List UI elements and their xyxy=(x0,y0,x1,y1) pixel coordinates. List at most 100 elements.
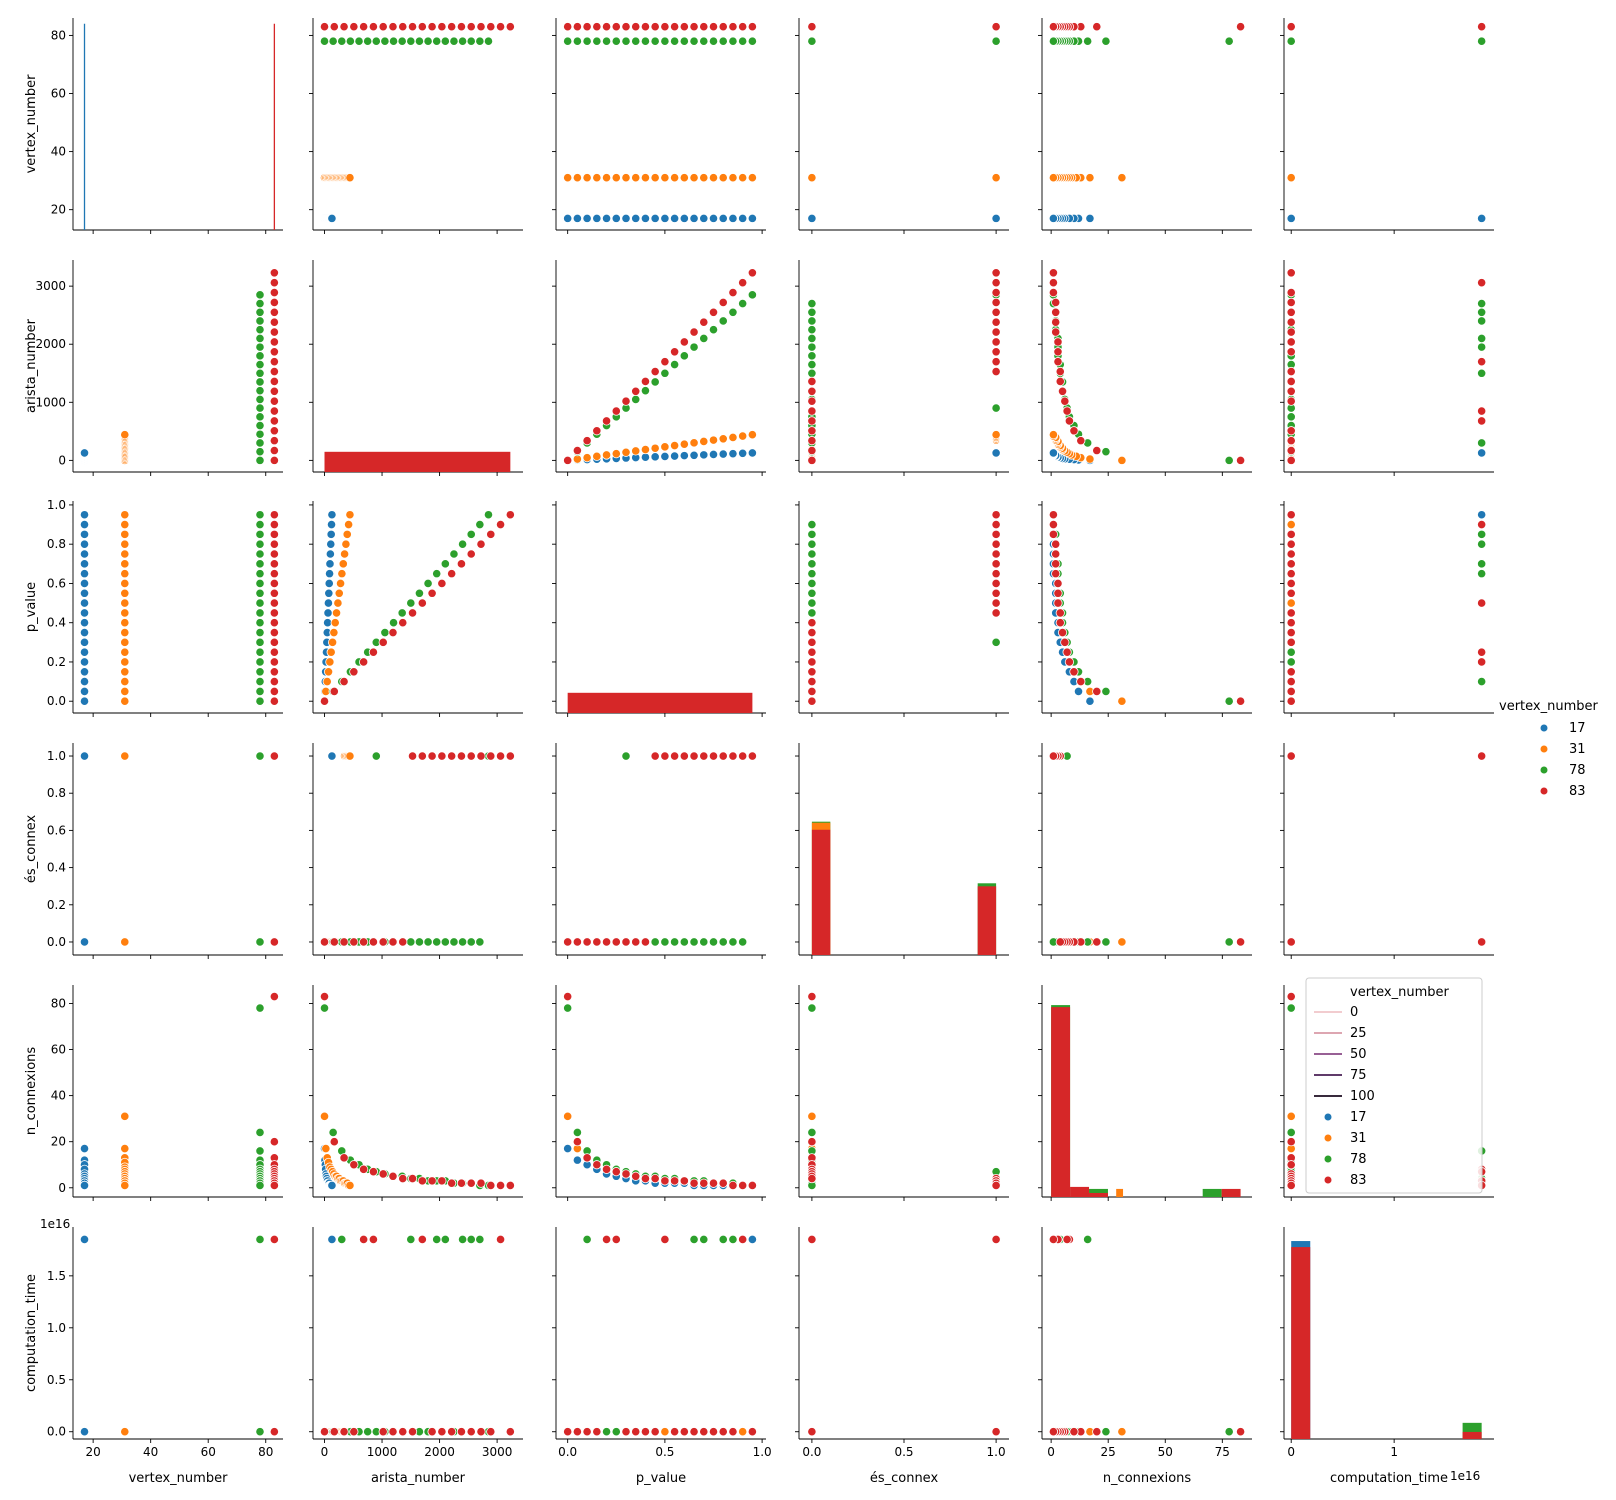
point-17 xyxy=(79,510,90,520)
point-83 xyxy=(1092,686,1102,697)
point-78 xyxy=(728,307,738,317)
point-31 xyxy=(120,667,130,677)
inner-legend-dot-label: 83 xyxy=(1350,1173,1367,1188)
point-78 xyxy=(255,438,265,448)
point-78 xyxy=(255,386,265,396)
point-83 xyxy=(378,22,388,32)
point-31 xyxy=(1117,696,1127,706)
point-17 xyxy=(79,618,90,628)
point-78 xyxy=(1477,316,1487,326)
point-17 xyxy=(324,569,335,579)
point-83 xyxy=(572,22,582,32)
point-17 xyxy=(572,1155,582,1165)
panel-vertex-number-vs-n-connexions: 0 20 40 60 80 xyxy=(51,985,283,1201)
point-83 xyxy=(601,22,612,32)
point-31 xyxy=(640,444,651,455)
point-83 xyxy=(1477,937,1487,947)
point-78 xyxy=(255,539,265,549)
point-83 xyxy=(269,569,279,579)
point-17 xyxy=(1048,448,1059,458)
point-78 xyxy=(432,569,442,579)
point-83 xyxy=(807,627,817,638)
point-31 xyxy=(611,173,621,183)
point-31 xyxy=(660,173,670,183)
point-83 xyxy=(269,436,279,446)
point-83 xyxy=(359,22,369,32)
point-17 xyxy=(326,529,336,539)
point-31 xyxy=(679,439,689,449)
point-83 xyxy=(269,278,279,288)
point-83 xyxy=(699,317,709,327)
point-17 xyxy=(592,213,602,223)
point-83 xyxy=(1286,991,1296,1002)
point-78 xyxy=(1286,1127,1296,1138)
point-83 xyxy=(1048,529,1059,539)
point-78 xyxy=(807,325,817,335)
point-83 xyxy=(1286,529,1296,539)
point-17 xyxy=(747,1234,757,1245)
point-83 xyxy=(269,598,279,608)
point-83 xyxy=(417,1176,427,1186)
point-17 xyxy=(79,549,90,559)
point-83 xyxy=(747,751,757,761)
point-83 xyxy=(660,751,670,761)
point-78 xyxy=(689,1234,699,1245)
point-83 xyxy=(699,22,709,32)
point-83 xyxy=(650,1173,660,1184)
point-17 xyxy=(1048,213,1059,223)
point-83 xyxy=(466,1427,476,1437)
inner-legend-dot-83 xyxy=(1324,1176,1332,1184)
point-17 xyxy=(991,213,1001,223)
point-17 xyxy=(572,213,582,223)
point-83 xyxy=(1055,366,1065,377)
point-31 xyxy=(339,549,350,559)
point-83 xyxy=(991,287,1001,298)
point-78 xyxy=(807,598,817,608)
point-78 xyxy=(728,937,738,947)
point-83 xyxy=(563,455,573,465)
point-31 xyxy=(120,578,130,589)
y-axis-label-computation-time: computation_time xyxy=(24,1274,39,1392)
point-31 xyxy=(660,442,670,452)
point-17 xyxy=(699,450,709,460)
point-17 xyxy=(79,657,90,667)
y-tick-label: 0.5 xyxy=(47,1373,66,1387)
y-tick-label: 0.0 xyxy=(47,1425,66,1439)
point-17 xyxy=(79,1234,90,1245)
point-83 xyxy=(339,22,349,32)
point-83 xyxy=(1477,657,1487,667)
point-83 xyxy=(689,1427,699,1437)
point-17 xyxy=(708,213,719,223)
point-83 xyxy=(718,751,728,761)
y-tick-label: 1.0 xyxy=(47,498,66,512)
point-83 xyxy=(359,657,369,667)
point-78 xyxy=(807,588,817,598)
point-31 xyxy=(563,173,573,183)
legend-label-83: 83 xyxy=(1569,784,1586,799)
point-17 xyxy=(79,696,90,706)
point-83 xyxy=(807,991,817,1002)
point-31 xyxy=(621,447,631,457)
point-78 xyxy=(255,368,265,378)
point-78 xyxy=(1477,676,1487,687)
hist-bar-83 xyxy=(1221,1188,1241,1197)
point-83 xyxy=(650,366,660,377)
point-83 xyxy=(631,1171,641,1181)
point-83 xyxy=(621,937,631,947)
x-tick-label: 1.0 xyxy=(987,1445,1006,1459)
point-83 xyxy=(1235,937,1246,947)
point-83 xyxy=(1055,376,1065,386)
point-78 xyxy=(255,333,265,344)
point-17 xyxy=(1477,213,1487,223)
point-31 xyxy=(592,173,602,183)
point-83 xyxy=(1235,455,1246,465)
point-83 xyxy=(807,445,817,456)
point-83 xyxy=(269,696,279,706)
point-83 xyxy=(807,696,817,706)
point-83 xyxy=(1069,426,1079,436)
point-78 xyxy=(807,359,817,370)
point-83 xyxy=(437,751,447,761)
point-78 xyxy=(991,637,1001,647)
point-31 xyxy=(738,173,748,183)
point-31 xyxy=(333,598,343,608)
